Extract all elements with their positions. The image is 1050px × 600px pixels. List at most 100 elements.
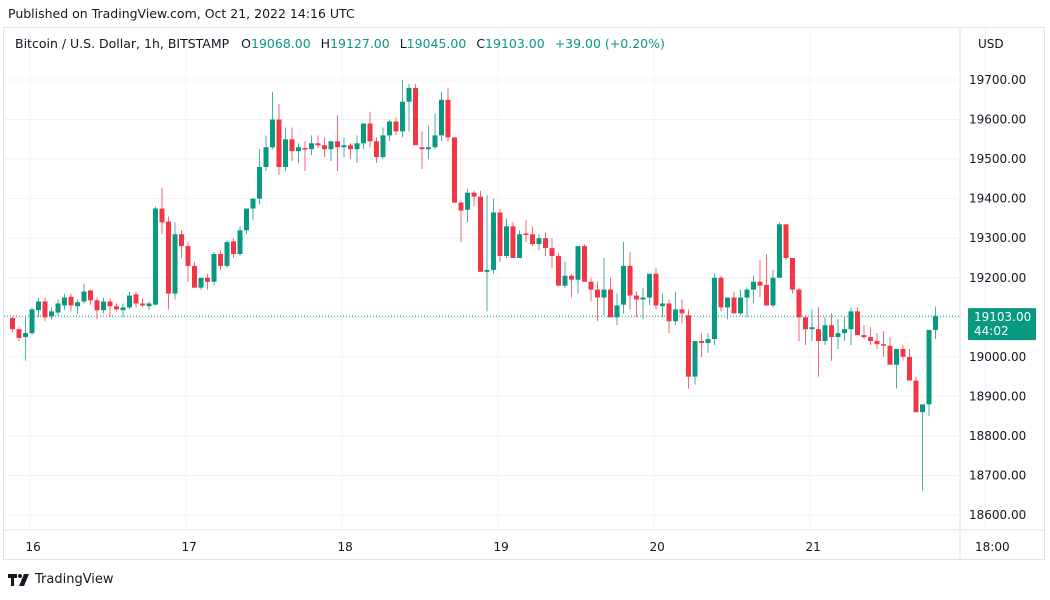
- candle[interactable]: [887, 337, 893, 365]
- candle[interactable]: [133, 291, 139, 308]
- candle[interactable]: [205, 273, 210, 290]
- candle[interactable]: [660, 293, 665, 318]
- candle[interactable]: [874, 333, 880, 349]
- candle[interactable]: [588, 277, 594, 302]
- candle[interactable]: [582, 244, 587, 282]
- candle[interactable]: [738, 289, 743, 316]
- candle[interactable]: [829, 313, 834, 361]
- candle[interactable]: [140, 298, 145, 308]
- candle[interactable]: [601, 257, 607, 316]
- candle[interactable]: [783, 224, 789, 260]
- candle[interactable]: [881, 331, 886, 357]
- candle[interactable]: [94, 297, 100, 320]
- candle[interactable]: [198, 277, 204, 290]
- candle[interactable]: [705, 333, 711, 353]
- candle[interactable]: [250, 198, 256, 221]
- candle[interactable]: [10, 316, 15, 333]
- candle[interactable]: [361, 123, 366, 150]
- candle[interactable]: [536, 234, 542, 251]
- candle[interactable]: [419, 131, 425, 169]
- candle[interactable]: [179, 230, 184, 258]
- candle[interactable]: [491, 198, 496, 274]
- candle[interactable]: [257, 149, 262, 205]
- candle[interactable]: [302, 141, 308, 171]
- candle[interactable]: [289, 127, 295, 162]
- candle[interactable]: [868, 327, 873, 345]
- candle[interactable]: [16, 327, 22, 342]
- candle[interactable]: [718, 275, 724, 312]
- candle[interactable]: [543, 232, 548, 256]
- candle[interactable]: [23, 317, 28, 361]
- candle[interactable]: [237, 226, 243, 256]
- candle[interactable]: [835, 319, 841, 349]
- candle[interactable]: [530, 226, 535, 247]
- candle[interactable]: [62, 293, 67, 311]
- candle[interactable]: [796, 287, 802, 342]
- candle[interactable]: [322, 137, 327, 158]
- candle[interactable]: [907, 348, 912, 381]
- candle[interactable]: [842, 317, 847, 342]
- candle[interactable]: [224, 240, 230, 268]
- candle[interactable]: [575, 246, 581, 294]
- candle[interactable]: [497, 208, 503, 262]
- candle[interactable]: [523, 220, 529, 243]
- candle[interactable]: [634, 291, 639, 318]
- candle[interactable]: [751, 275, 756, 304]
- candle[interactable]: [744, 287, 750, 318]
- candle[interactable]: [725, 297, 730, 320]
- candle[interactable]: [432, 113, 438, 150]
- candle[interactable]: [348, 143, 353, 160]
- candle[interactable]: [757, 259, 763, 298]
- candle[interactable]: [166, 216, 171, 310]
- candle[interactable]: [439, 91, 444, 142]
- candle[interactable]: [712, 273, 717, 345]
- candle[interactable]: [107, 298, 113, 318]
- candle[interactable]: [900, 344, 906, 361]
- candle[interactable]: [185, 242, 191, 282]
- candle[interactable]: [309, 135, 314, 156]
- candle[interactable]: [192, 261, 197, 288]
- candle[interactable]: [699, 333, 704, 357]
- candle[interactable]: [920, 404, 925, 491]
- candle[interactable]: [471, 190, 477, 207]
- candle[interactable]: [75, 299, 80, 315]
- candle[interactable]: [517, 230, 522, 258]
- candle[interactable]: [218, 250, 223, 270]
- candle[interactable]: [848, 307, 854, 345]
- candle[interactable]: [465, 188, 470, 223]
- candle[interactable]: [426, 125, 431, 160]
- candle[interactable]: [933, 306, 938, 340]
- candle[interactable]: [374, 137, 379, 164]
- candle[interactable]: [101, 297, 106, 314]
- candle[interactable]: [341, 137, 347, 158]
- candle[interactable]: [822, 317, 828, 345]
- candle[interactable]: [640, 287, 646, 320]
- candle[interactable]: [328, 141, 334, 162]
- candle[interactable]: [88, 289, 93, 305]
- candle[interactable]: [549, 238, 555, 268]
- candle[interactable]: [458, 200, 464, 243]
- candle[interactable]: [504, 218, 509, 258]
- candle[interactable]: [244, 208, 249, 235]
- candle[interactable]: [276, 103, 282, 175]
- candle[interactable]: [861, 325, 867, 340]
- candle[interactable]: [764, 254, 769, 306]
- candle[interactable]: [380, 127, 386, 160]
- candle[interactable]: [686, 309, 691, 389]
- candle[interactable]: [556, 253, 561, 286]
- candle[interactable]: [127, 291, 132, 310]
- candle[interactable]: [569, 273, 574, 298]
- candle[interactable]: [393, 117, 399, 136]
- candle[interactable]: [211, 252, 217, 286]
- candle[interactable]: [777, 222, 782, 278]
- candle[interactable]: [42, 297, 48, 322]
- candle[interactable]: [387, 119, 392, 142]
- candle[interactable]: [731, 291, 737, 314]
- candle[interactable]: [621, 242, 626, 314]
- candle[interactable]: [692, 341, 698, 385]
- candle[interactable]: [36, 297, 41, 318]
- candle[interactable]: [354, 135, 360, 164]
- candle[interactable]: [913, 376, 919, 413]
- candle[interactable]: [679, 299, 685, 324]
- candle[interactable]: [49, 307, 54, 320]
